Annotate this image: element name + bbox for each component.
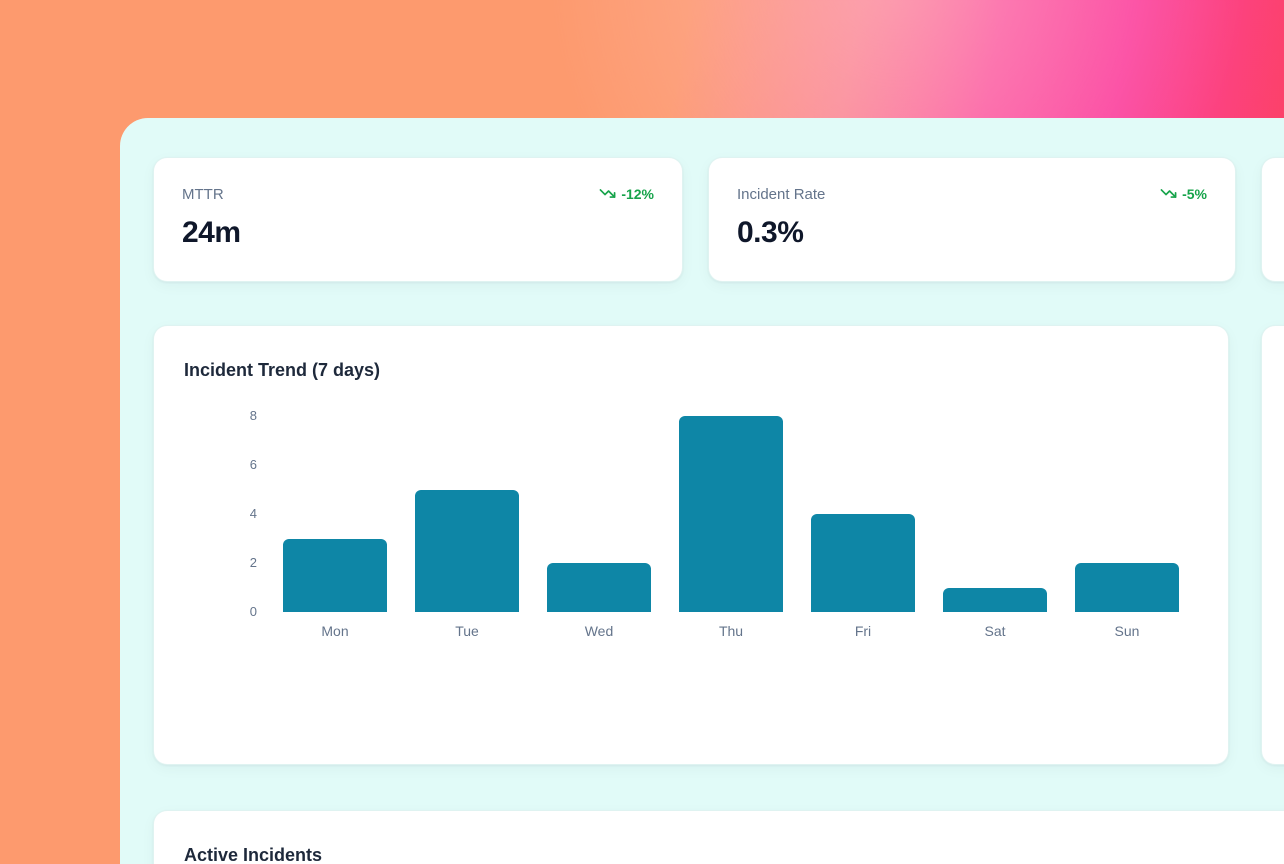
chart-bar-sun[interactable] (1075, 563, 1179, 612)
y-axis-tick: 6 (249, 457, 257, 472)
chart-plot (283, 416, 1179, 612)
incident-trend-chart-card: Incident Trend (7 days) 0 2 4 6 8 Mon Tue Wed T… (153, 325, 1229, 765)
chart-bar-sat[interactable] (943, 587, 1047, 612)
x-axis-label: Tue (455, 623, 479, 639)
chart-title: Incident Trend (7 days) (184, 360, 381, 380)
chart-card-partial (1261, 325, 1284, 765)
trending-down-icon (599, 185, 616, 202)
chart-y-axis: 0 2 4 6 8 (184, 408, 257, 619)
active-incidents-title: Active Incidents (184, 845, 323, 864)
y-axis-tick: 0 (249, 604, 257, 619)
stats-row: MTTR 24m -12% Incident Rate 0.3% (153, 157, 1284, 282)
y-axis-tick: 8 (249, 408, 257, 423)
chart-bar-thu[interactable] (679, 416, 783, 612)
x-axis-label: Sat (984, 623, 1006, 639)
chart-bar-fri[interactable] (811, 514, 915, 612)
stat-trend-value: -12% (621, 185, 654, 202)
bar-chart: 0 2 4 6 8 (184, 408, 1198, 619)
trending-down-icon (1160, 185, 1177, 202)
chart-bar-wed[interactable] (547, 563, 651, 612)
active-incidents-card: Active Incidents (153, 810, 1284, 864)
charts-row: Incident Trend (7 days) 0 2 4 6 8 Mon Tue Wed T… (153, 325, 1284, 765)
stat-card-partial (1261, 157, 1284, 282)
x-axis-label: Thu (718, 623, 744, 639)
x-axis-label: Sun (1114, 623, 1140, 639)
dashboard-panel: MTTR 24m -12% Incident Rate 0.3% (120, 118, 1284, 864)
chart-x-labels: Mon Tue Wed Thu Fri Sat Sun (283, 622, 1179, 640)
x-axis-label: Fri (854, 623, 872, 639)
chart-bar-tue[interactable] (415, 489, 519, 612)
stat-value: 24m (182, 216, 241, 249)
stat-card-mttr: MTTR 24m -12% (153, 157, 683, 282)
stat-label: MTTR (182, 186, 224, 203)
y-axis-tick: 2 (249, 555, 257, 570)
stat-trend: -12% (599, 185, 654, 202)
chart-bar-mon[interactable] (283, 538, 387, 612)
x-axis-label: Mon (321, 623, 349, 639)
y-axis-tick: 4 (249, 506, 257, 521)
stat-card-incident-rate: Incident Rate 0.3% -5% (708, 157, 1236, 282)
stat-trend: -5% (1160, 185, 1207, 202)
stat-label: Incident Rate (737, 186, 826, 203)
stat-trend-value: -5% (1182, 185, 1207, 202)
x-axis-label: Wed (584, 623, 614, 639)
stat-value: 0.3% (737, 216, 804, 249)
